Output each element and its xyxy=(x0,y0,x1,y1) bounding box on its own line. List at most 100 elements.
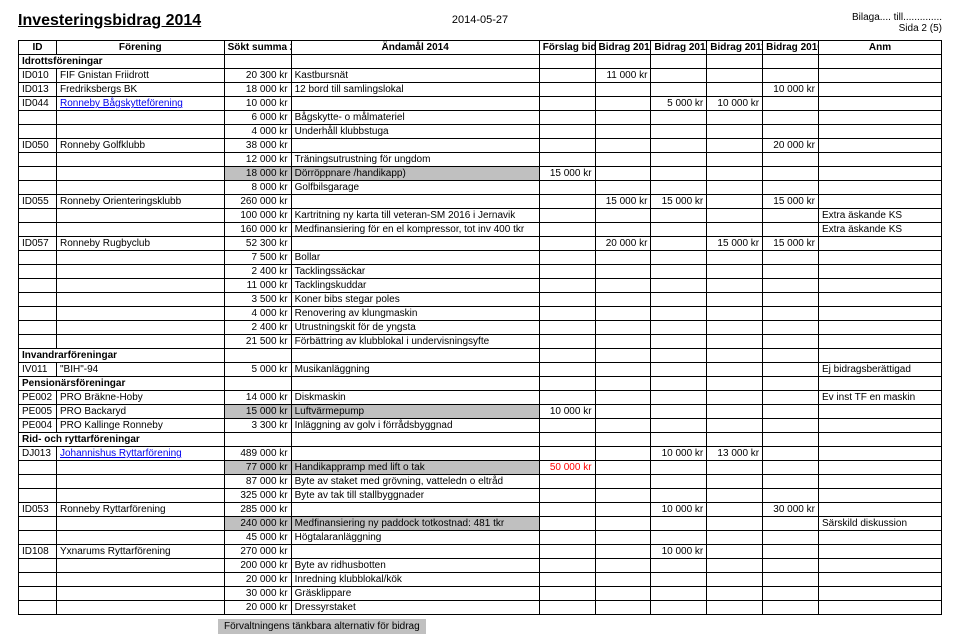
cell-sokt: 2 400 kr xyxy=(224,321,291,335)
cell-sokt: 4 000 kr xyxy=(224,307,291,321)
cell-andamal: Luftvärmepump xyxy=(291,405,539,419)
cell-forslag: 10 000 kr xyxy=(539,405,595,419)
cell-andamal: Träningsutrustning för ungdom xyxy=(291,153,539,167)
table-row: 325 000 kr Byte av tak till stallbyggnad… xyxy=(19,489,942,503)
cell-sokt: 12 000 kr xyxy=(224,153,291,167)
cell-anm: Extra äskande KS xyxy=(818,223,941,237)
table-row: PE002 PRO Bräkne-Hoby 14 000 kr Diskmask… xyxy=(19,391,942,405)
section-label: Idrottsföreningar xyxy=(19,55,225,69)
cell-andamal: Inläggning av golv i förrådsbyggnad xyxy=(291,419,539,433)
section-label: Invandrarföreningar xyxy=(19,349,225,363)
page-date: 2014-05-27 xyxy=(452,14,508,26)
cell-club-link[interactable]: Ronneby Bågskytteförening xyxy=(56,97,224,111)
cell-b10: 15 000 kr xyxy=(763,237,819,251)
cell-id: ID055 xyxy=(19,195,57,209)
cell-andamal: 12 bord till samlingslokal xyxy=(291,83,539,97)
cell-club: Ronneby Rugbyclub xyxy=(56,237,224,251)
table-row: 2 400 krUtrustningskit för de yngsta xyxy=(19,321,942,335)
col-b10: Bidrag 2010 xyxy=(763,41,819,55)
page-header: Investeringsbidrag 2014 2014-05-27 Bilag… xyxy=(18,12,942,34)
table-row: 3 500 krKoner bibs stegar poles xyxy=(19,293,942,307)
cell-anm: Ev inst TF en maskin xyxy=(818,391,941,405)
table-row: 20 000 krDressyrstaket xyxy=(19,601,942,615)
table-row: ID053 Ronneby Ryttarförening 285 000 kr … xyxy=(19,503,942,517)
table-row: PE004 PRO Kallinge Ronneby 3 300 kr Inlä… xyxy=(19,419,942,433)
cell-sokt: 20 000 kr xyxy=(224,573,291,587)
table-row: 12 000 kr Träningsutrustning för ungdom xyxy=(19,153,942,167)
cell-club-link[interactable]: Johannishus Ryttarförening xyxy=(56,447,224,461)
col-b11: Bidrag 2011 xyxy=(707,41,763,55)
cell-anm: Ej bidragsberättigad xyxy=(818,363,941,377)
cell-club: "BIH"-94 xyxy=(56,363,224,377)
cell-id: ID057 xyxy=(19,237,57,251)
cell-andamal: Byte av tak till stallbyggnader xyxy=(291,489,539,503)
cell-andamal: Underhåll klubbstuga xyxy=(291,125,539,139)
cell-b11: 13 000 kr xyxy=(707,447,763,461)
cell-id: ID013 xyxy=(19,83,57,97)
cell-andamal: Kastbursnät xyxy=(291,69,539,83)
cell-sokt: 8 000 kr xyxy=(224,181,291,195)
section-label: Rid- och ryttarföreningar xyxy=(19,433,225,447)
cell-andamal: Dörröppnare /handikapp) xyxy=(291,167,539,181)
cell-andamal: Koner bibs stegar poles xyxy=(291,293,539,307)
col-b13: Bidrag 2013 xyxy=(595,41,651,55)
table-header-row: ID Förening Sökt summa 2014 Ändamål 2014… xyxy=(19,41,942,55)
table-row: 87 000 kr Byte av staket med grövning, v… xyxy=(19,475,942,489)
table-row: 20 000 krInredning klubblokal/kök xyxy=(19,573,942,587)
cell-andamal: Högtalaranläggning xyxy=(291,531,539,545)
cell-andamal: Bågskytte- o målmateriel xyxy=(291,111,539,125)
cell-sokt: 240 000 kr xyxy=(224,517,291,531)
table-row: 7 500 krBollar xyxy=(19,251,942,265)
cell-sokt: 18 000 kr xyxy=(224,83,291,97)
cell-sokt: 77 000 kr xyxy=(224,461,291,475)
cell-id: ID010 xyxy=(19,69,57,83)
table-row: 18 000 kr Dörröppnare /handikapp) 15 000… xyxy=(19,167,942,181)
table-row: ID055 Ronneby Orienteringsklubb 260 000 … xyxy=(19,195,942,209)
cell-club: Yxnarums Ryttarförening xyxy=(56,545,224,559)
cell-b13: 20 000 kr xyxy=(595,237,651,251)
cell-sokt: 270 000 kr xyxy=(224,545,291,559)
table-row: 11 000 krTacklingskuddar xyxy=(19,279,942,293)
cell-sokt: 160 000 kr xyxy=(224,223,291,237)
col-anm: Anm xyxy=(818,41,941,55)
col-id: ID xyxy=(19,41,57,55)
cell-b10: 30 000 kr xyxy=(763,503,819,517)
cell-andamal: Medfinansiering ny paddock totkostnad: 4… xyxy=(291,517,539,531)
table-row: 4 000 krRenovering av klungmaskin xyxy=(19,307,942,321)
cell-b12: 10 000 kr xyxy=(651,545,707,559)
cell-b12: 10 000 kr xyxy=(651,447,707,461)
cell-andamal: Gräsklippare xyxy=(291,587,539,601)
cell-sokt: 7 500 kr xyxy=(224,251,291,265)
cell-club: FIF Gnistan Friidrott xyxy=(56,69,224,83)
section-pension: Pensionärsföreningar xyxy=(19,377,942,391)
grants-table: ID Förening Sökt summa 2014 Ändamål 2014… xyxy=(18,40,942,615)
footer-text: Förvaltningens tänkbara alternativ för b… xyxy=(218,619,426,634)
cell-b11: 10 000 kr xyxy=(707,97,763,111)
cell-b13: 11 000 kr xyxy=(595,69,651,83)
cell-sokt: 14 000 kr xyxy=(224,391,291,405)
table-row: 2 400 krTacklingssäckar xyxy=(19,265,942,279)
cell-sokt: 11 000 kr xyxy=(224,279,291,293)
cell-sokt: 325 000 kr xyxy=(224,489,291,503)
table-row: 100 000 kr Kartritning ny karta till vet… xyxy=(19,209,942,223)
cell-sokt: 260 000 kr xyxy=(224,195,291,209)
cell-sokt: 489 000 kr xyxy=(224,447,291,461)
cell-id: ID108 xyxy=(19,545,57,559)
cell-sokt: 3 300 kr xyxy=(224,419,291,433)
table-row: PE005 PRO Backaryd 15 000 kr Luftvärmepu… xyxy=(19,405,942,419)
cell-sokt: 15 000 kr xyxy=(224,405,291,419)
cell-andamal: Förbättring av klubblokal i undervisning… xyxy=(291,335,539,349)
col-forening: Förening xyxy=(56,41,224,55)
page-right-block: Bilaga.... till.............. Sida 2 (5) xyxy=(852,12,942,34)
table-row: DJ013 Johannishus Ryttarförening 489 000… xyxy=(19,447,942,461)
cell-sokt: 6 000 kr xyxy=(224,111,291,125)
cell-sokt: 4 000 kr xyxy=(224,125,291,139)
cell-andamal: Dressyrstaket xyxy=(291,601,539,615)
table-row: 240 000 kr Medfinansiering ny paddock to… xyxy=(19,517,942,531)
cell-forslag: 15 000 kr xyxy=(539,167,595,181)
table-row: ID108 Yxnarums Ryttarförening 270 000 kr… xyxy=(19,545,942,559)
cell-sokt: 21 500 kr xyxy=(224,335,291,349)
cell-b11: 15 000 kr xyxy=(707,237,763,251)
section-invandrar: Invandrarföreningar xyxy=(19,349,942,363)
cell-andamal: Handikappramp med lift o tak xyxy=(291,461,539,475)
